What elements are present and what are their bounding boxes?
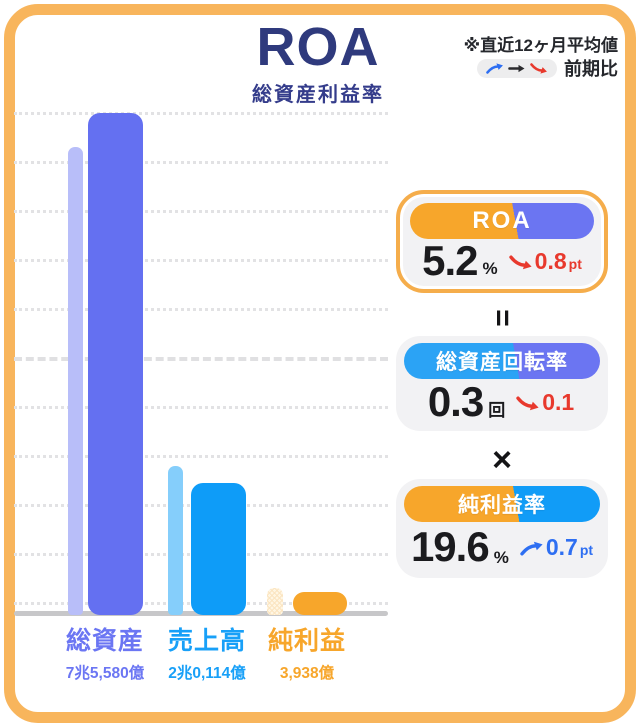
trend-flat-icon [508, 64, 525, 72]
margin-card: 純利益率 19.6 % 0.7 pt [396, 479, 608, 578]
trend-down-icon [508, 255, 532, 269]
category-assets: 総資産 7兆5,580億 [35, 621, 175, 683]
roa-unit: % [482, 259, 498, 278]
margin-card-header: 純利益率 [404, 486, 600, 522]
bar-profit-previous [267, 588, 283, 615]
roa-card: ROA 5.2 % 0.8 pt [396, 190, 608, 293]
turnover-card-value-row: 0.3 回 0.1 [404, 379, 600, 425]
gridline [14, 455, 388, 458]
turnover-value: 0.3 [427, 378, 484, 425]
roa-card-title: ROA [472, 207, 532, 234]
gridline [14, 259, 388, 262]
roa-delta: 0.8 pt [508, 247, 582, 274]
roa-card-header: ROA [410, 203, 594, 239]
trend-up-icon [520, 541, 543, 555]
times-operator: × [492, 441, 512, 479]
roa-value: 5.2 [422, 237, 478, 284]
turnover-card-title: 総資産回転率 [436, 351, 568, 374]
gridline [14, 112, 388, 115]
category-label: 売上高 [167, 627, 246, 655]
category-value: 7兆5,580億 [65, 665, 145, 682]
turnover-delta: 0.1 [516, 388, 576, 415]
turnover-card-header: 総資産回転率 [404, 343, 600, 379]
roa-delta-value: 0.8 [534, 247, 567, 274]
roa-delta-unit: pt [568, 255, 582, 272]
bar-sales-current [191, 483, 246, 615]
category-label: 総資産 [65, 627, 144, 655]
gridline [14, 161, 388, 164]
bar-assets-current [88, 113, 143, 615]
trend-up-icon [486, 62, 503, 74]
trend-legend: 前期比 [477, 55, 618, 81]
page-subtitle: 総資産利益率 [252, 84, 384, 106]
margin-delta-unit: pt [579, 541, 594, 558]
category-sales: 売上高 2兆0,114億 [137, 621, 277, 683]
category-value: 3,938億 [279, 665, 335, 682]
margin-card-value-row: 19.6 % 0.7 pt [404, 522, 600, 572]
margin-unit: % [493, 548, 509, 567]
roa-card-value-row: 5.2 % 0.8 pt [410, 239, 594, 283]
trend-down-icon [516, 396, 539, 410]
page-title: ROA [256, 17, 380, 77]
category-label: 純利益 [267, 627, 346, 655]
margin-delta: 0.7 pt [520, 533, 594, 560]
equals-operator: = [486, 309, 519, 327]
category-value: 2兆0,114億 [168, 665, 246, 682]
gridline [14, 308, 388, 311]
turnover-card: 総資産回転率 0.3 回 0.1 [396, 336, 608, 431]
trend-down-icon [530, 62, 547, 74]
bar-sales-previous [168, 466, 183, 615]
gridline [14, 357, 388, 361]
legend-label: 前期比 [564, 59, 618, 79]
bar-assets-previous [68, 147, 83, 615]
bar-profit-current [293, 592, 347, 615]
margin-card-title: 純利益率 [458, 494, 546, 517]
category-profit: 純利益 3,938億 [237, 621, 377, 683]
margin-value: 19.6 [410, 523, 490, 570]
gridline [14, 210, 388, 213]
gridline [14, 406, 388, 409]
trend-legend-pill [477, 58, 557, 78]
turnover-unit: 回 [488, 401, 506, 420]
turnover-delta-value: 0.1 [542, 388, 575, 415]
margin-delta-value: 0.7 [545, 533, 578, 560]
average-note: ※直近12ヶ月平均値 [463, 36, 618, 55]
